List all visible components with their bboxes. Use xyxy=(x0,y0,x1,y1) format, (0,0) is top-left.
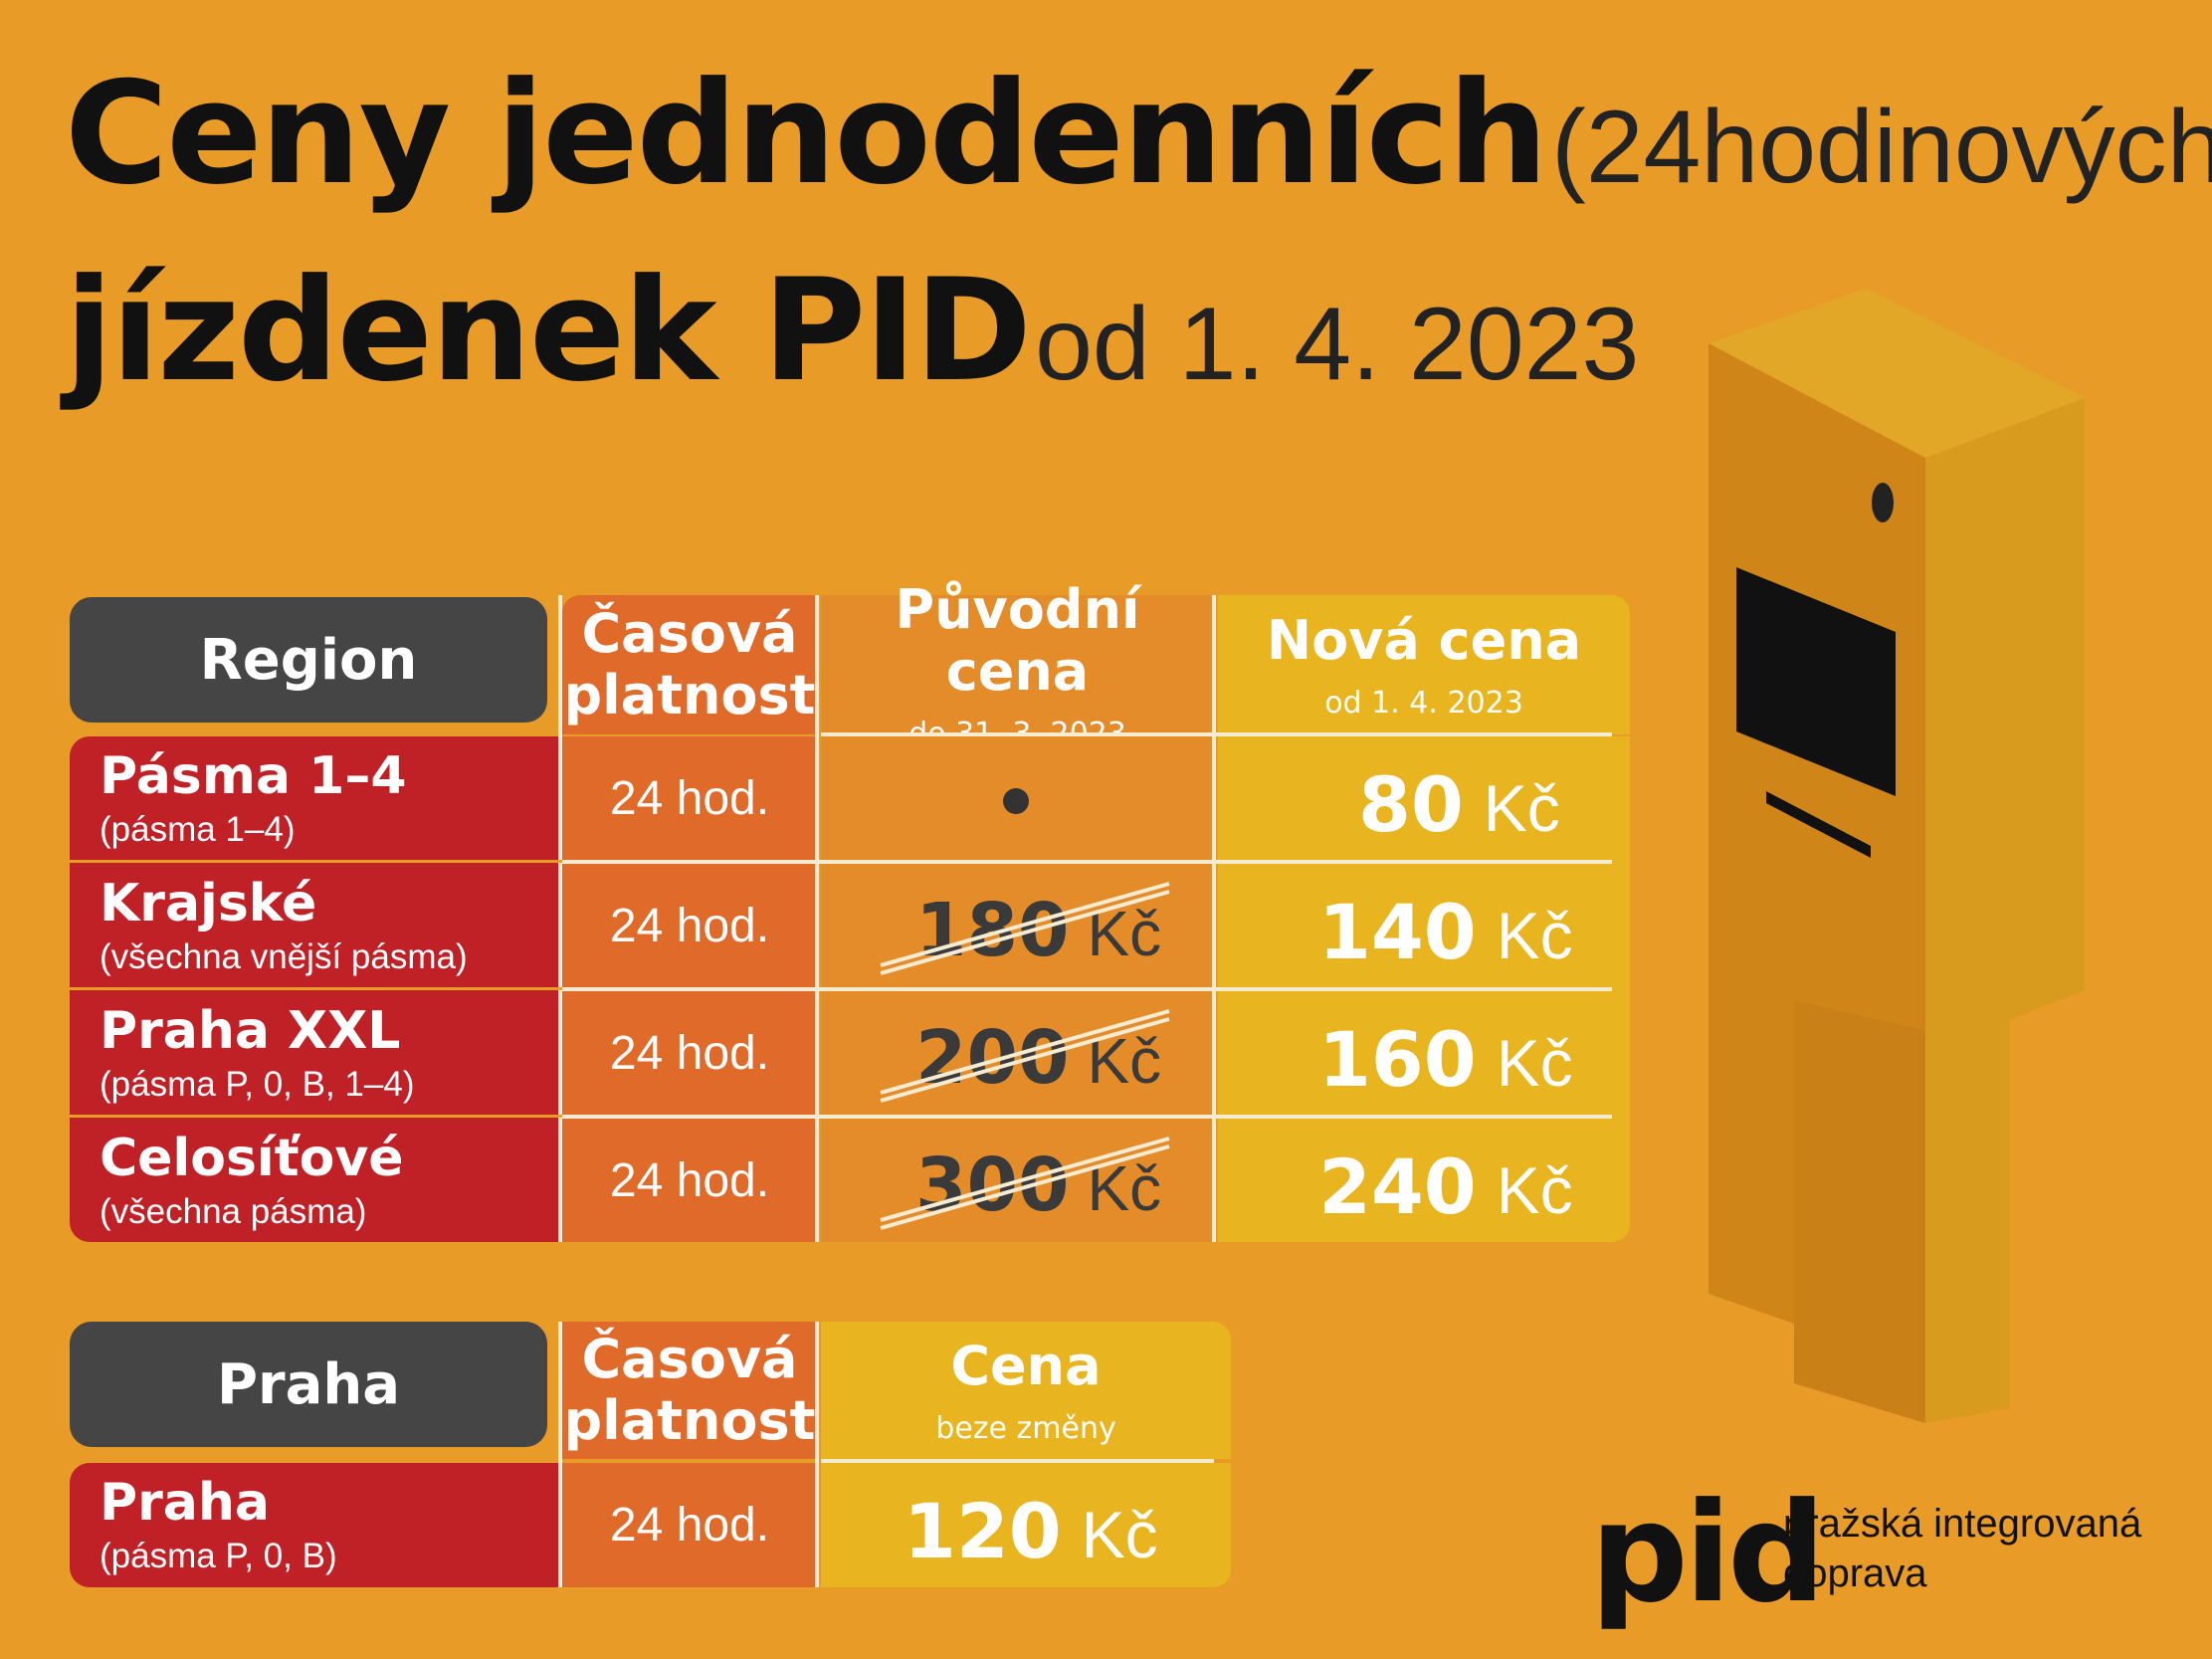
validity-cell: 24 hod. xyxy=(562,864,817,987)
old-price: 200 Kč xyxy=(915,1015,1161,1101)
row-name: Praha XXL xyxy=(100,1001,401,1061)
table-row: Praha XXL (pásma P, 0, B, 1–4) xyxy=(70,991,562,1115)
new-price: 140 Kč xyxy=(1318,888,1573,976)
row-desc: (všechna pásma) xyxy=(100,1192,367,1231)
validity-cell: 24 hod. xyxy=(562,1463,817,1587)
page-title-line2: jízdenek PID od 1. 4. 2023 xyxy=(65,261,1639,402)
validity-value: 24 hod. xyxy=(609,899,770,952)
validity-header-line2: platnost xyxy=(563,664,816,726)
row-divider xyxy=(70,987,562,990)
currency: Kč xyxy=(1496,1026,1573,1100)
new-price-header: Nová cena od 1. 4. 2023 xyxy=(1218,595,1630,734)
grid-line xyxy=(1212,595,1216,1242)
validity-cell: 24 hod. xyxy=(562,736,817,860)
logo-wordmark: pid xyxy=(1590,1473,1826,1633)
validity-value: 24 hod. xyxy=(609,1153,770,1207)
row-divider xyxy=(70,1115,562,1118)
old-price-header-label: Původní cena xyxy=(895,577,1140,703)
validity-header-line1: Časová xyxy=(581,602,798,665)
price: 120 Kč xyxy=(904,1487,1158,1575)
currency: Kč xyxy=(1496,899,1573,972)
validity-value: 24 hod. xyxy=(609,771,770,825)
row-name: Praha xyxy=(100,1473,270,1533)
region-header-label: Region xyxy=(199,627,418,693)
page-title-line1: Ceny jednodenních (24hodinových) xyxy=(65,64,2212,205)
price-header-note: beze změny xyxy=(935,1410,1116,1446)
table-row: Pásma 1–4 (pásma 1–4) xyxy=(70,736,562,860)
strikethrough-icon xyxy=(880,882,1170,975)
strikethrough-icon xyxy=(880,1137,1170,1230)
title-light-1: (24hodinových) xyxy=(1551,90,2212,205)
price-header-label: Cena xyxy=(950,1334,1102,1397)
price-header: Cena beze změny xyxy=(821,1322,1231,1459)
logo-tagline: pražská integrovaná doprava xyxy=(1783,1499,2141,1598)
grid-line xyxy=(821,732,1612,736)
new-price: 80 Kč xyxy=(1358,760,1560,849)
old-price-value: 300 xyxy=(915,1142,1070,1228)
old-price-value: 200 xyxy=(915,1015,1070,1101)
grid-line xyxy=(815,595,819,1242)
row-desc: (všechna vnější pásma) xyxy=(100,937,468,976)
no-price-dot-icon xyxy=(1003,788,1029,814)
title-bold-2: jízdenek PID xyxy=(65,249,1032,413)
table-row: Celosíťové (všechna pásma) xyxy=(70,1119,562,1242)
old-price-value: 180 xyxy=(915,888,1070,973)
new-price-value: 160 xyxy=(1318,1015,1477,1104)
validity-header-line1: Časová xyxy=(581,1328,798,1390)
new-price-value: 240 xyxy=(1318,1142,1477,1231)
grid-line xyxy=(821,1459,1214,1463)
validity-cell: 24 hod. xyxy=(562,1119,817,1242)
pid-logo: pid pražská integrovaná doprava xyxy=(1590,1473,2141,1633)
new-price-header-date: od 1. 4. 2023 xyxy=(1324,685,1523,721)
validity-value: 24 hod. xyxy=(609,1026,770,1080)
table-row: Krajské (všechna vnější pásma) xyxy=(70,864,562,987)
new-price: 240 Kč xyxy=(1318,1142,1573,1231)
row-desc: (pásma P, 0, B, 1–4) xyxy=(100,1065,415,1104)
row-desc: (pásma P, 0, B) xyxy=(100,1537,337,1575)
region-header: Region xyxy=(70,597,547,723)
price-cell xyxy=(821,1463,1231,1587)
new-price-header-label: Nová cena xyxy=(1266,608,1582,672)
row-divider xyxy=(70,860,562,863)
logo-tagline-line1: pražská integrovaná xyxy=(1783,1502,2142,1546)
validity-value: 24 hod. xyxy=(609,1499,770,1552)
grid-line xyxy=(562,987,1612,991)
row-name: Krajské xyxy=(100,874,317,933)
price-value: 120 xyxy=(904,1487,1062,1575)
grid-line xyxy=(815,1322,819,1587)
row-desc: (pásma 1–4) xyxy=(100,810,296,849)
grid-line xyxy=(562,1115,1612,1119)
validity-header: Časová platnost xyxy=(562,1322,817,1459)
new-price: 160 Kč xyxy=(1318,1015,1573,1104)
validity-cell: 24 hod. xyxy=(562,991,817,1115)
praha-header: Praha xyxy=(70,1322,547,1447)
old-price: 300 Kč xyxy=(915,1142,1161,1228)
logo-tagline-line2: doprava xyxy=(1783,1552,1927,1595)
currency: Kč xyxy=(1496,1153,1573,1227)
row-name: Pásma 1–4 xyxy=(100,746,407,806)
grid-line xyxy=(558,1322,562,1587)
title-light-2: od 1. 4. 2023 xyxy=(1035,287,1640,402)
currency: Kč xyxy=(1081,1498,1158,1571)
currency: Kč xyxy=(1483,771,1560,845)
table-row: Praha (pásma P, 0, B) xyxy=(70,1463,562,1587)
praha-header-label: Praha xyxy=(216,1351,401,1417)
strikethrough-icon xyxy=(880,1009,1170,1103)
old-price-header: Původní cena do 31. 3. 2023 xyxy=(821,578,1214,751)
validity-header-line2: platnost xyxy=(563,1389,816,1452)
new-price-value: 80 xyxy=(1358,760,1464,849)
validity-header: Časová platnost xyxy=(562,595,817,734)
title-bold-1: Ceny jednodenních xyxy=(65,52,1548,216)
row-name: Celosíťové xyxy=(100,1129,404,1188)
new-price-value: 140 xyxy=(1318,888,1477,976)
grid-line xyxy=(562,860,1612,864)
ticket-validator-icon xyxy=(1709,289,2085,1423)
grid-line xyxy=(558,595,562,1242)
